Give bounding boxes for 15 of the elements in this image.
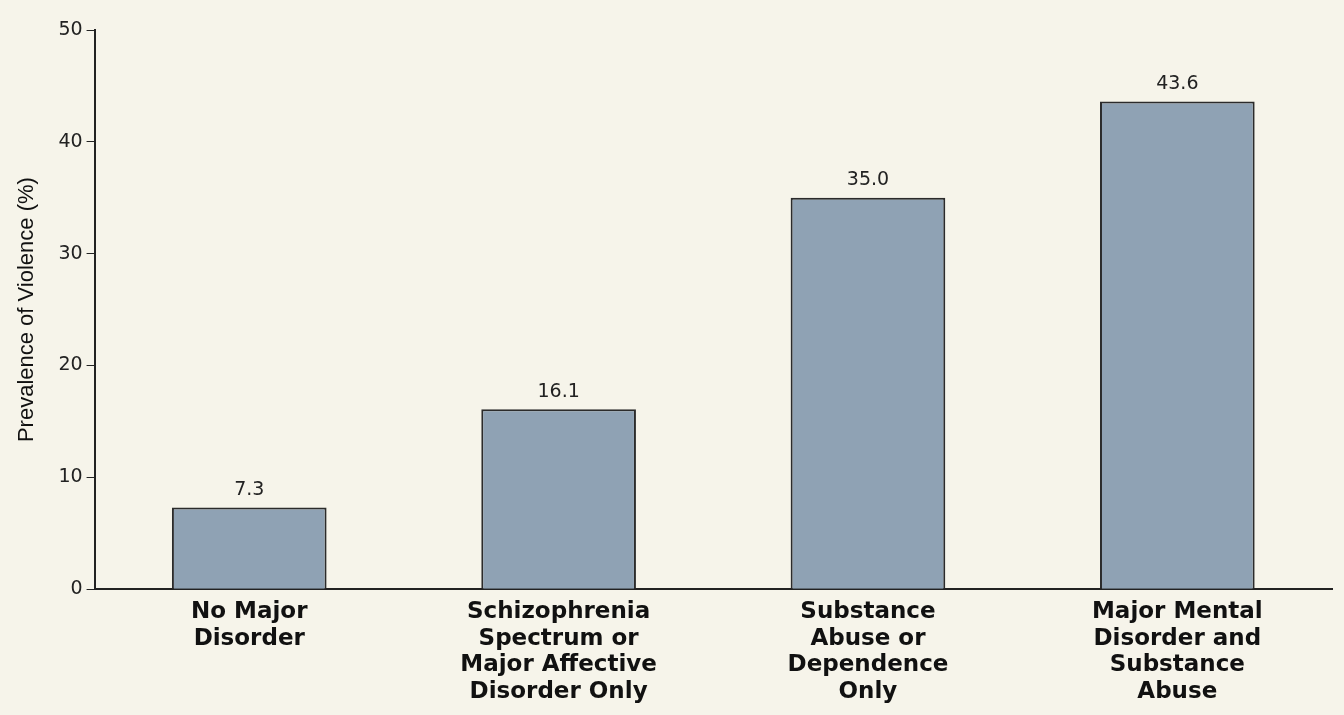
- y-axis-title: Prevalence of Violence (%): [13, 177, 39, 443]
- x-tick-label: Schizophrenia Spectrum or Major Affective Disorder Only: [460, 597, 657, 703]
- y-tick-label: 30: [58, 240, 83, 263]
- y-tick-label: 50: [58, 16, 83, 39]
- y-tick-label: 20: [58, 352, 83, 375]
- x-tick-label: Major Mental Disorder and Substance Abuse: [1091, 597, 1263, 703]
- data-label: 43.6: [1156, 71, 1199, 94]
- data-label: 7.3: [234, 476, 265, 499]
- y-tick-label: 10: [58, 464, 83, 487]
- y-tick-label: 0: [70, 576, 83, 599]
- x-tick-label: Substance Abuse or Dependence Only: [787, 597, 949, 703]
- data-label: 35.0: [846, 167, 890, 190]
- y-tick-label: 40: [58, 128, 83, 151]
- x-tick-label: No Major Disorder: [191, 597, 309, 650]
- data-label: 16.1: [537, 378, 580, 401]
